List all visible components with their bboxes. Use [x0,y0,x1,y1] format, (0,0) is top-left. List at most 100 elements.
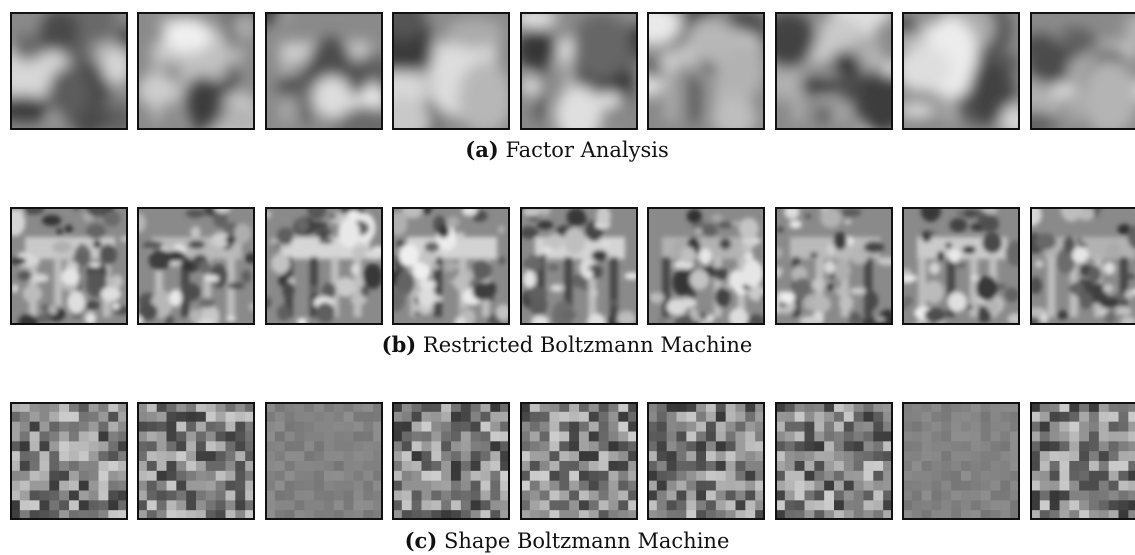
shape [880,60,893,76]
shape [453,273,470,292]
pixel [324,421,335,432]
pixel [1059,411,1070,423]
pixel [1089,500,1100,511]
pixel [618,411,629,423]
pixel [961,470,972,482]
shape [526,254,543,274]
pixel [274,421,286,432]
pixel [1059,470,1070,482]
shape [34,314,52,324]
shape [921,230,932,243]
pixel [735,470,746,482]
pixel [186,510,197,520]
pixel [108,500,119,511]
shape [742,242,755,250]
filter-image [775,402,893,520]
pixel [863,490,874,501]
pixel [1010,480,1020,491]
pixel [569,500,580,511]
pixel [529,490,541,501]
pixel [166,490,177,501]
pixel [588,451,600,462]
shape [826,243,836,255]
pixel [470,421,481,432]
pixel [961,490,972,501]
pixel [1118,490,1129,501]
pixel [686,461,697,472]
shape [902,295,913,306]
pixel [470,480,481,491]
pixel [470,402,481,413]
pixel [196,470,207,482]
shape [738,217,759,240]
pixel [392,510,403,520]
pixel [725,441,736,452]
pixel [431,490,442,501]
pixel [186,500,197,511]
shape [595,92,623,110]
shape [424,241,440,253]
pixel [176,510,187,520]
pixel [314,431,325,442]
pixel [676,402,687,413]
filter-image [10,12,128,130]
pixel [500,461,510,472]
shape [350,294,367,306]
pixel [245,461,255,472]
pixel [1079,411,1090,423]
shape [162,17,212,53]
pixel [363,411,374,423]
shape [115,26,128,50]
pixel [951,441,962,452]
pixel [88,500,99,511]
shape [457,231,465,242]
pixel [324,461,335,472]
pixel [470,510,481,520]
pixel [392,480,403,491]
pixel [951,490,962,501]
pixel [843,451,855,462]
pixel [19,510,31,520]
texture [10,12,128,130]
pixel [863,411,874,423]
pixel [853,490,864,501]
pixel [294,402,305,413]
pixel [735,431,746,442]
shape [548,233,563,249]
shape [702,223,718,238]
pixel [353,451,364,462]
pixel [911,402,923,413]
pixel [1030,402,1041,413]
pixel [814,411,825,423]
pixel [608,451,619,462]
pixel [814,490,825,501]
pixel [401,510,413,520]
pixel [784,490,796,501]
pixel [215,441,226,452]
pixel [205,431,217,442]
pixel [902,470,913,482]
pixel [1039,461,1051,472]
pixel [824,451,835,462]
shape [547,263,559,272]
shape [1056,310,1069,320]
pixel [970,431,982,442]
pixel [1059,451,1070,462]
pixel [656,470,668,482]
pixel [29,451,40,462]
shape [199,260,212,275]
pixel [39,470,50,482]
pixel [1000,461,1011,472]
pixel [608,441,619,452]
pixel [628,402,638,413]
pixel [686,411,697,423]
pixel [696,461,707,472]
pixel [735,441,746,452]
pixel [666,441,677,452]
pixel [304,421,315,432]
pixel [804,402,815,413]
pixel [500,431,510,442]
pixel [500,411,510,423]
pixel [69,461,80,472]
pixel [69,441,80,452]
